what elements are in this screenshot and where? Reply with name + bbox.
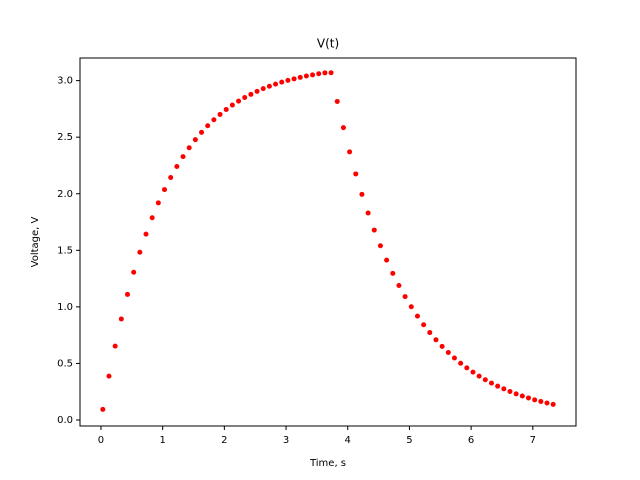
data-point <box>414 313 420 319</box>
data-point <box>433 337 439 343</box>
data-point <box>470 369 476 375</box>
data-point <box>427 330 433 336</box>
data-point <box>488 380 494 386</box>
data-point <box>100 406 106 412</box>
data-point <box>297 74 303 80</box>
data-point <box>408 304 414 310</box>
data-point <box>112 343 118 349</box>
data-point <box>550 401 556 407</box>
data-point <box>192 137 198 143</box>
y-tick-label: 2.5 <box>57 132 73 143</box>
x-tick-label: 7 <box>530 435 536 446</box>
data-point <box>359 191 365 197</box>
data-point <box>155 200 161 206</box>
x-tick-label: 1 <box>159 435 165 446</box>
x-tick-label: 4 <box>345 435 351 446</box>
data-point <box>445 349 451 355</box>
data-point <box>384 257 390 263</box>
x-tick-label: 6 <box>468 435 474 446</box>
data-point <box>532 397 538 403</box>
data-point <box>266 83 272 89</box>
data-point <box>371 227 377 233</box>
x-tick-label: 3 <box>283 435 289 446</box>
data-point <box>242 94 248 100</box>
data-point <box>279 79 285 85</box>
data-point <box>316 71 322 77</box>
data-point <box>236 98 242 104</box>
data-point <box>217 111 223 117</box>
data-point <box>254 88 260 94</box>
data-point <box>501 386 507 392</box>
data-point <box>365 210 371 216</box>
data-point <box>458 360 464 366</box>
data-point <box>334 98 340 104</box>
data-point <box>205 123 211 129</box>
x-tick-label: 0 <box>98 435 104 446</box>
data-point <box>273 81 279 87</box>
data-point <box>538 398 544 404</box>
y-tick-label: 0.0 <box>57 415 73 426</box>
y-tick-label: 3.0 <box>57 76 73 87</box>
data-point <box>347 149 353 155</box>
data-point <box>211 117 217 123</box>
data-point <box>137 249 143 255</box>
data-point <box>174 163 180 169</box>
data-point <box>186 145 192 151</box>
data-point <box>396 282 402 288</box>
axes-frame <box>79 57 577 427</box>
data-point <box>353 171 359 177</box>
data-point <box>390 270 396 276</box>
data-point <box>168 174 174 180</box>
data-point <box>131 269 137 275</box>
data-point <box>482 377 488 383</box>
y-tick-label: 1.5 <box>57 245 73 256</box>
data-point <box>377 243 383 249</box>
data-point <box>260 86 266 92</box>
x-tick-label: 5 <box>406 435 412 446</box>
data-point <box>180 154 186 160</box>
data-point <box>303 73 309 79</box>
data-point <box>322 70 328 76</box>
data-point <box>507 388 513 394</box>
data-point <box>340 125 346 131</box>
data-point <box>402 294 408 300</box>
data-point <box>464 365 470 371</box>
data-point <box>328 70 334 76</box>
data-point <box>525 395 531 401</box>
data-point <box>495 383 501 389</box>
x-axis-label: Time, s <box>309 458 346 469</box>
data-point <box>162 187 168 193</box>
y-tick-label: 0.5 <box>57 358 73 369</box>
data-point <box>285 77 291 83</box>
x-tick-label: 2 <box>221 435 227 446</box>
data-point <box>513 391 519 397</box>
y-tick-label: 1.0 <box>57 302 73 313</box>
data-point <box>149 215 155 221</box>
data-point <box>519 393 525 399</box>
data-point <box>223 106 229 112</box>
data-point <box>476 373 482 379</box>
data-point <box>439 343 445 349</box>
data-point <box>125 291 131 297</box>
data-point <box>118 316 124 322</box>
y-axis-label: Voltage, V <box>30 216 41 267</box>
data-point <box>421 322 427 328</box>
data-point <box>199 129 205 135</box>
data-point <box>291 76 297 82</box>
y-tick-label: 2.0 <box>57 189 73 200</box>
chart-title: V(t) <box>317 37 339 51</box>
data-point <box>310 72 316 78</box>
data-point <box>544 400 550 406</box>
data-point <box>451 355 457 361</box>
data-point <box>106 373 112 379</box>
data-point <box>229 102 235 108</box>
data-point <box>143 231 149 237</box>
data-point <box>248 91 254 97</box>
